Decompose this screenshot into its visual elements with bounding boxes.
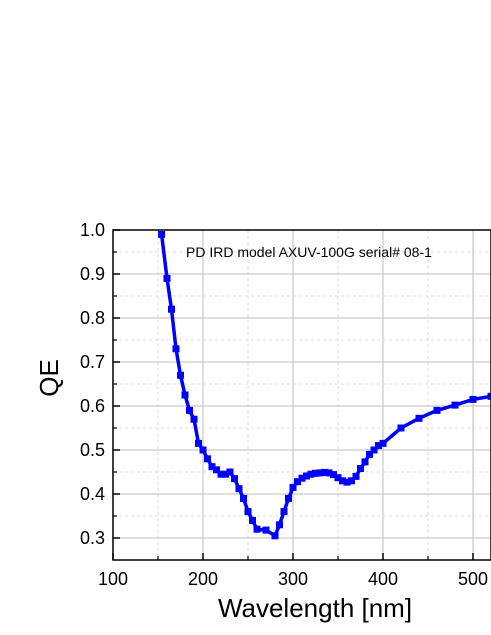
y-tick-label: 0.6 (80, 396, 105, 416)
data-point-marker (415, 414, 423, 422)
data-point-marker (253, 525, 261, 533)
plot-annotation: PD IRD model AXUV-100G serial# 08-1 (186, 244, 432, 260)
data-point-marker (289, 483, 297, 491)
data-point-marker (235, 485, 243, 493)
data-point-marker (312, 469, 319, 477)
data-point-marker (343, 478, 351, 486)
data-point-marker (181, 391, 189, 399)
y-tick-label: 0.5 (80, 440, 105, 460)
data-point-marker (298, 474, 306, 482)
data-point-marker (352, 472, 360, 480)
data-point-marker (240, 494, 247, 502)
data-point-marker (190, 415, 198, 423)
data-point-marker (172, 345, 180, 353)
data-point-marker (370, 446, 378, 454)
data-point-marker (231, 475, 238, 483)
data-point-marker (177, 371, 184, 379)
y-tick-label: 0.4 (80, 484, 105, 504)
data-point-marker (366, 450, 373, 458)
y-axis-label: QE (34, 359, 64, 397)
data-point-marker (321, 468, 328, 476)
x-tick-label: 200 (188, 569, 218, 589)
data-point-marker (226, 468, 234, 476)
data-point-marker (303, 472, 310, 480)
data-point-marker (397, 424, 405, 432)
data-point-marker (195, 439, 202, 447)
data-point-marker (285, 494, 292, 502)
data-point-marker (361, 458, 369, 466)
plot-frame (112, 229, 491, 561)
x-tick-label: 100 (98, 569, 128, 589)
y-tick-label: 0.7 (80, 352, 105, 372)
x-tick-label: 500 (458, 569, 488, 589)
data-point-marker (325, 469, 333, 477)
data-point-marker (339, 477, 346, 485)
qe-series (158, 230, 491, 540)
grid-lines (113, 230, 491, 560)
data-point-marker (469, 395, 477, 403)
data-point-marker (487, 392, 491, 400)
data-point-marker (158, 230, 166, 238)
x-tick-label: 400 (368, 569, 398, 589)
data-point-marker (222, 470, 229, 478)
data-point-marker (357, 465, 364, 472)
data-point-marker (217, 470, 225, 478)
data-point-marker (271, 532, 279, 540)
axis-ticks: 100 200 300 400 500 0.3 0.4 0.5 0.6 0.7 0.8 0.9 1.0 (80, 220, 488, 589)
data-point-marker (186, 406, 193, 414)
y-tick-label: 1.0 (80, 220, 105, 240)
data-point-marker (375, 442, 382, 450)
data-point-marker (244, 508, 252, 516)
data-point-marker (262, 526, 270, 534)
data-point-marker (379, 439, 387, 447)
data-point-marker (316, 469, 324, 477)
data-point-marker (433, 406, 441, 414)
data-point-marker (199, 446, 207, 454)
x-axis-label: Wavelength [nm] (218, 593, 412, 623)
data-point-marker (334, 474, 342, 482)
x-tick-label: 300 (278, 569, 308, 589)
y-tick-label: 0.8 (80, 308, 105, 328)
data-point-marker (168, 305, 175, 313)
y-tick-label: 0.9 (80, 264, 105, 284)
data-point-marker (307, 470, 315, 478)
data-point-marker (280, 508, 288, 516)
data-point-marker (451, 401, 459, 409)
data-point-marker (330, 471, 337, 479)
data-point-marker (213, 466, 220, 474)
series-line (159, 232, 491, 538)
data-point-marker (208, 463, 216, 471)
y-tick-label: 0.3 (80, 528, 105, 548)
data-point-marker (294, 478, 301, 486)
data-point-marker (348, 477, 355, 485)
data-point-marker (249, 516, 256, 524)
data-point-marker (204, 455, 211, 463)
data-point-marker (163, 274, 171, 282)
data-point-marker (276, 521, 283, 529)
